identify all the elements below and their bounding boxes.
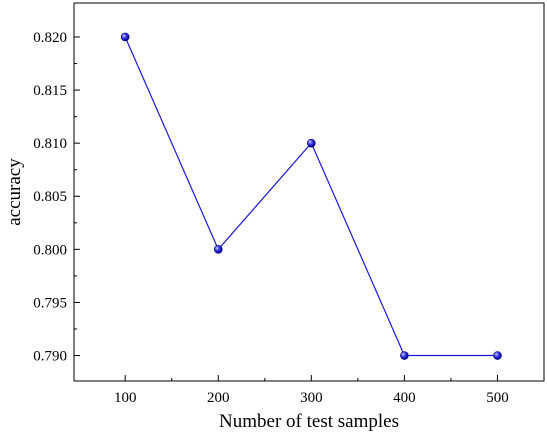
data-point (120, 32, 130, 42)
x-tick-label: 200 (207, 390, 230, 406)
y-axis-title: accuracy (4, 158, 25, 226)
y-tick-label: 0.810 (33, 136, 67, 152)
y-tick-label: 0.805 (33, 189, 67, 205)
y-tick-label: 0.795 (33, 295, 67, 311)
y-axis-ticks: 0.790 0.795 0.800 0.805 0.810 0.815 0.820 (33, 30, 80, 365)
x-axis-title: Number of test samples (219, 411, 399, 432)
y-tick-label: 0.800 (33, 242, 67, 258)
y-tick-label: 0.815 (33, 83, 67, 99)
x-axis-ticks: 100 200 300 400 500 (114, 375, 509, 406)
series-layer (120, 32, 502, 360)
y-tick-label: 0.820 (33, 30, 67, 46)
x-tick-label: 500 (486, 390, 509, 406)
series-line (124, 36, 498, 357)
y-tick-label: 0.790 (33, 349, 67, 365)
data-point (307, 138, 316, 148)
data-point (493, 351, 502, 360)
data-point (400, 351, 409, 360)
plot-frame (73, 2, 545, 382)
x-tick-label: 100 (114, 390, 137, 406)
x-tick-label: 400 (393, 390, 416, 406)
data-point (213, 245, 223, 254)
x-tick-label: 300 (300, 390, 323, 406)
